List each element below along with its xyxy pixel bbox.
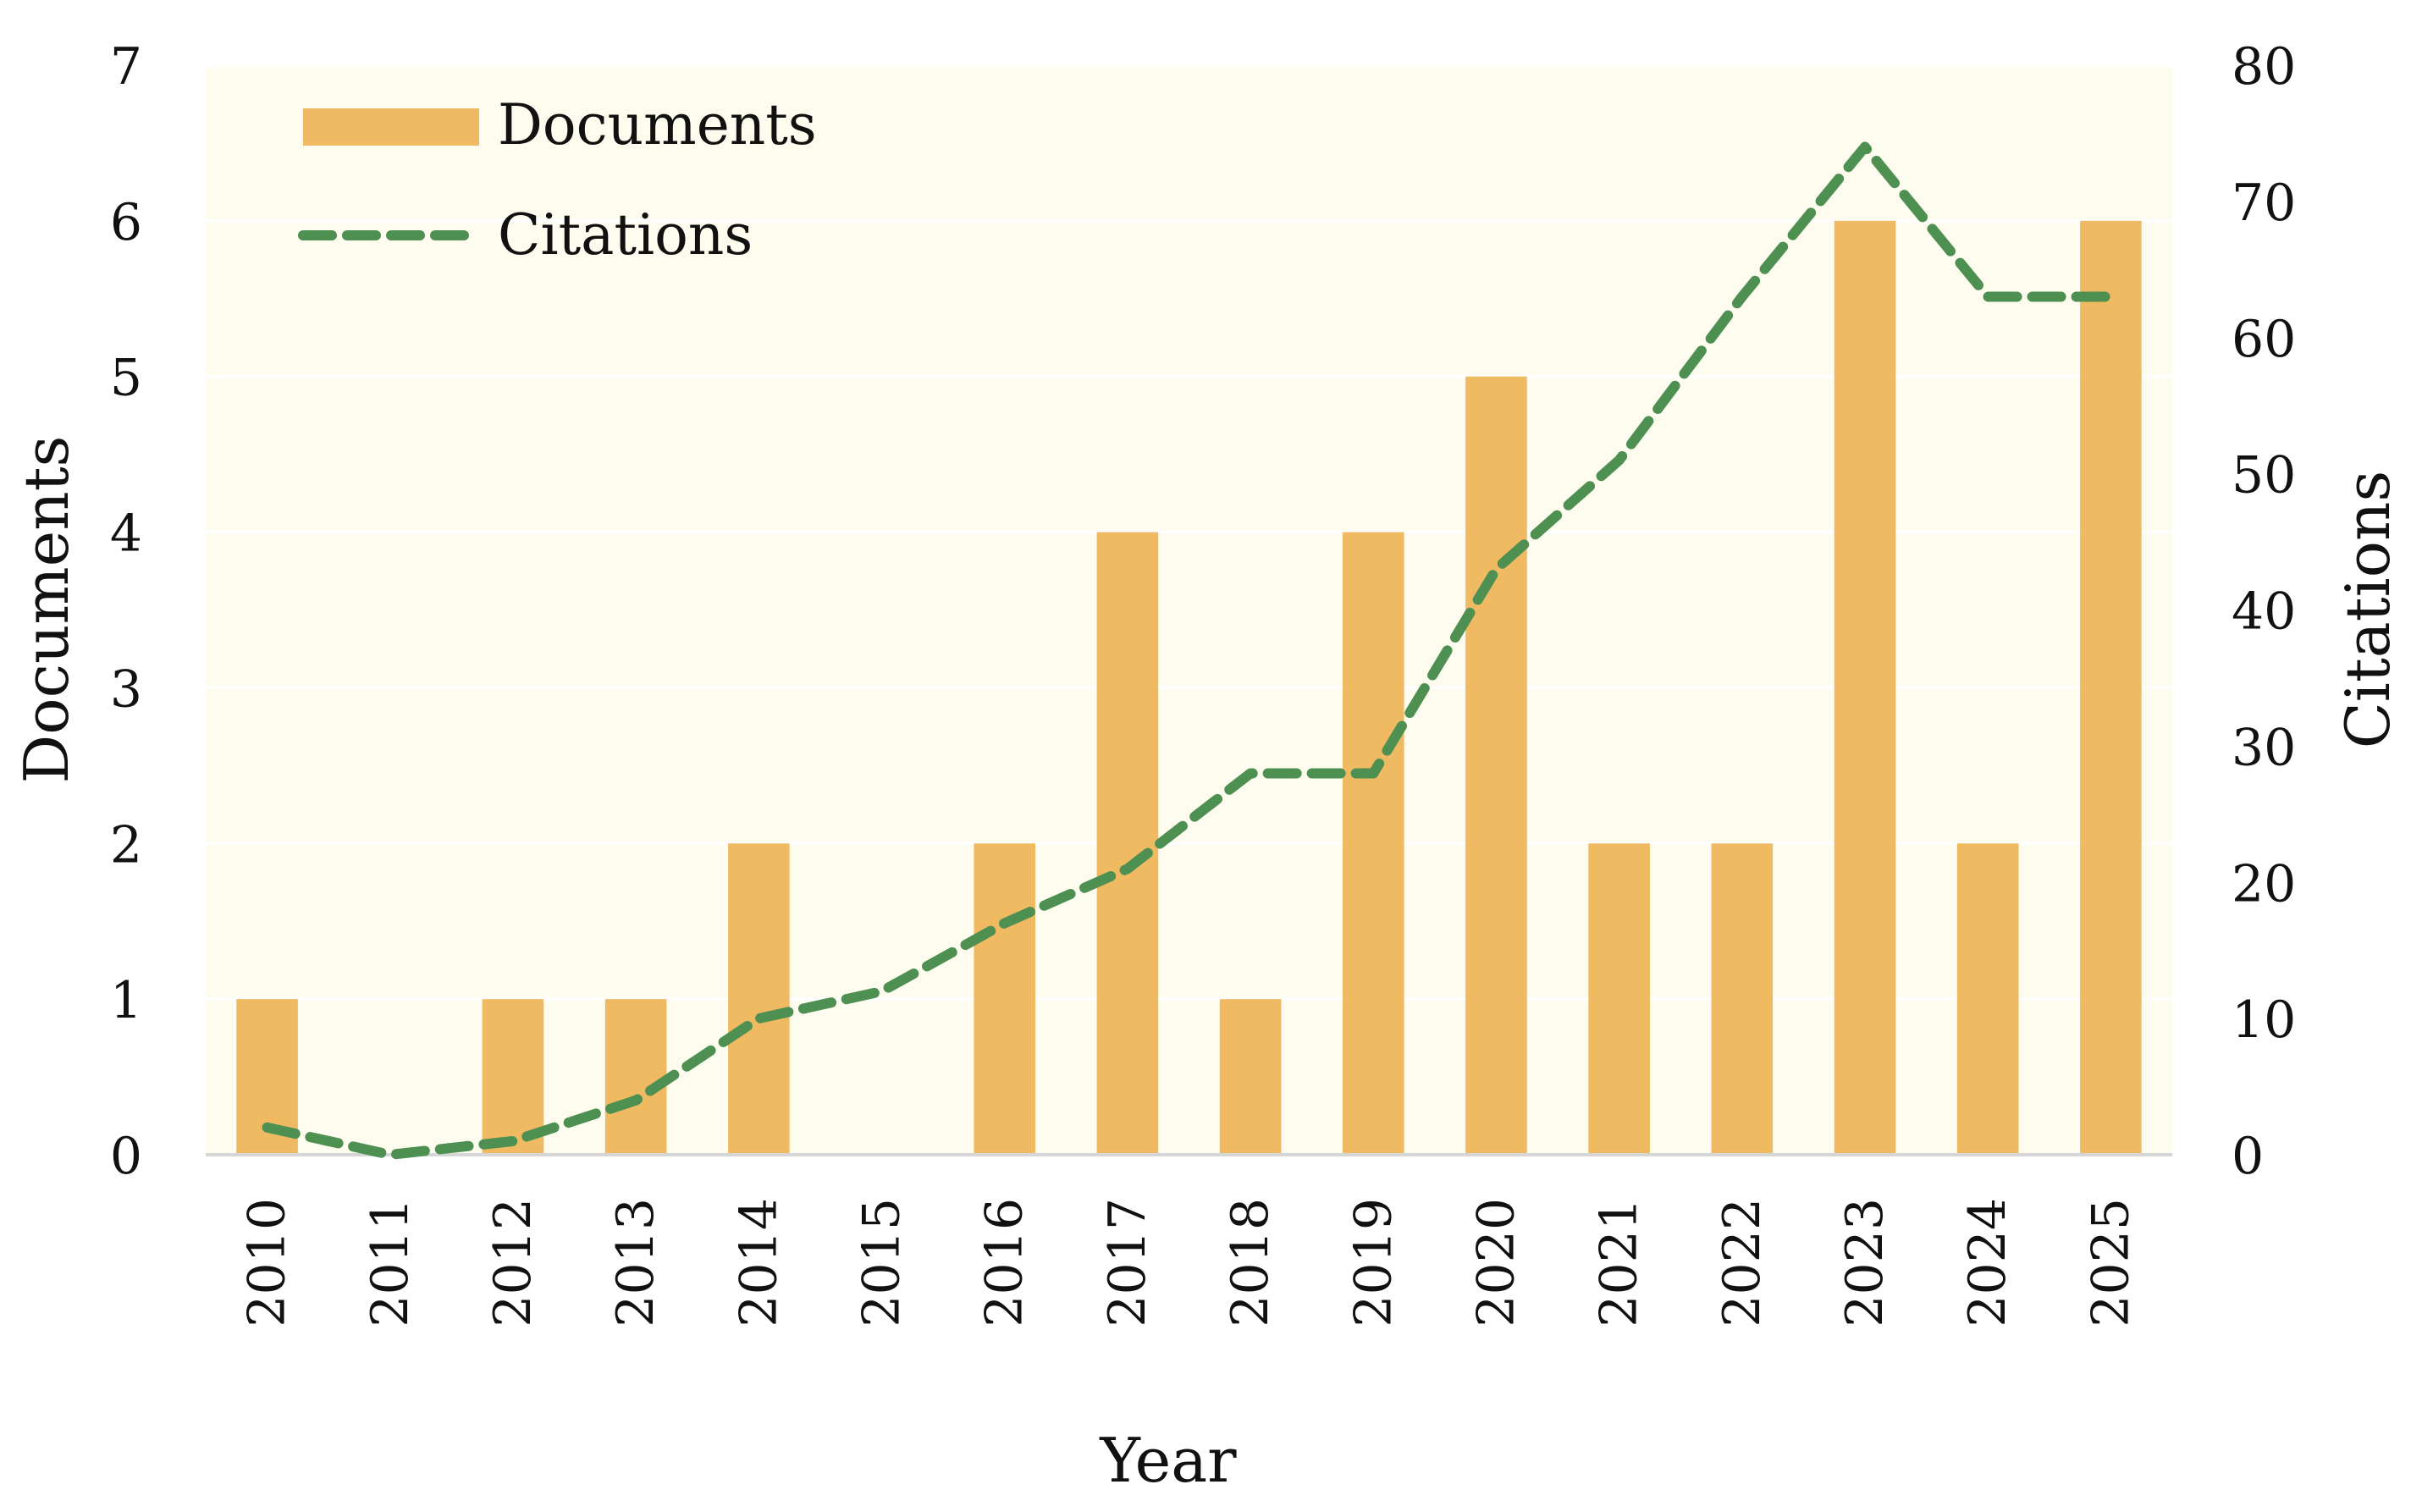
bar-documents-2019 (1342, 532, 1404, 1155)
right-axis-ticks: 0 10 20 30 40 50 60 70 80 (2232, 37, 2296, 1186)
x-tick-2023: 2023 (1835, 1198, 1895, 1327)
y-tick-left-7: 7 (110, 37, 142, 97)
y-axis-title-left: Documents (11, 436, 82, 784)
bar-documents-2013 (604, 999, 667, 1155)
bar-documents-2022 (1711, 843, 1774, 1155)
bar-documents-2018 (1219, 999, 1282, 1155)
y-tick-right-40: 40 (2232, 582, 2296, 642)
bar-documents-2021 (1588, 843, 1650, 1155)
x-tick-2018: 2018 (1221, 1198, 1280, 1327)
x-tick-2016: 2016 (975, 1198, 1034, 1327)
x-tick-2024: 2024 (1958, 1198, 2017, 1327)
y-tick-right-30: 30 (2232, 718, 2296, 777)
y-tick-right-20: 20 (2232, 854, 2296, 913)
x-axis-ticks: 2010 2011 2012 2013 2014 2015 2016 2017 2018 2019… (238, 1198, 2141, 1327)
bar-documents-2020 (1465, 376, 1527, 1155)
y-tick-right-60: 60 (2232, 310, 2296, 369)
legend-label-citations: Citations (498, 202, 753, 268)
bar-documents-2016 (974, 843, 1036, 1155)
y-axis-title-right: Citations (2332, 471, 2403, 749)
x-tick-2025: 2025 (2081, 1198, 2140, 1327)
bars-documents (236, 220, 2142, 1155)
y-tick-right-70: 70 (2232, 174, 2296, 233)
line-citations (262, 141, 2116, 1160)
x-tick-2011: 2011 (361, 1198, 420, 1327)
x-tick-2013: 2013 (606, 1198, 665, 1327)
y-tick-left-6: 6 (110, 193, 142, 252)
x-tick-2010: 2010 (238, 1198, 297, 1327)
x-tick-2021: 2021 (1590, 1198, 1649, 1327)
y-tick-left-1: 1 (110, 971, 142, 1030)
left-axis-ticks: 0 1 2 3 4 5 6 7 (110, 37, 142, 1186)
bar-documents-2023 (1834, 220, 1896, 1155)
x-tick-2015: 2015 (852, 1198, 912, 1327)
x-tick-2017: 2017 (1098, 1198, 1157, 1327)
x-tick-2019: 2019 (1343, 1198, 1403, 1327)
x-tick-2020: 2020 (1466, 1198, 1525, 1327)
x-tick-2012: 2012 (483, 1198, 543, 1327)
y-tick-left-3: 3 (110, 659, 142, 719)
bar-documents-2017 (1096, 532, 1159, 1155)
legend-swatch-documents (303, 108, 479, 146)
y-tick-right-80: 80 (2232, 37, 2296, 97)
y-tick-right-10: 10 (2232, 991, 2296, 1050)
x-axis-title: Year (1099, 1425, 1237, 1496)
y-tick-right-50: 50 (2232, 446, 2296, 505)
bar-documents-2014 (728, 843, 790, 1155)
x-tick-2022: 2022 (1713, 1198, 1772, 1327)
legend-label-documents: Documents (498, 92, 817, 157)
y-tick-left-5: 5 (110, 349, 142, 408)
bar-documents-2025 (2080, 220, 2142, 1155)
y-tick-left-0: 0 (110, 1127, 142, 1186)
bar-documents-2012 (482, 999, 544, 1155)
y-tick-right-0: 0 (2232, 1127, 2264, 1186)
bar-documents-2024 (1956, 843, 2019, 1155)
y-tick-left-2: 2 (110, 815, 142, 875)
legend: Documents Citations (298, 92, 817, 268)
x-tick-2014: 2014 (729, 1198, 788, 1327)
y-tick-left-4: 4 (110, 505, 142, 564)
